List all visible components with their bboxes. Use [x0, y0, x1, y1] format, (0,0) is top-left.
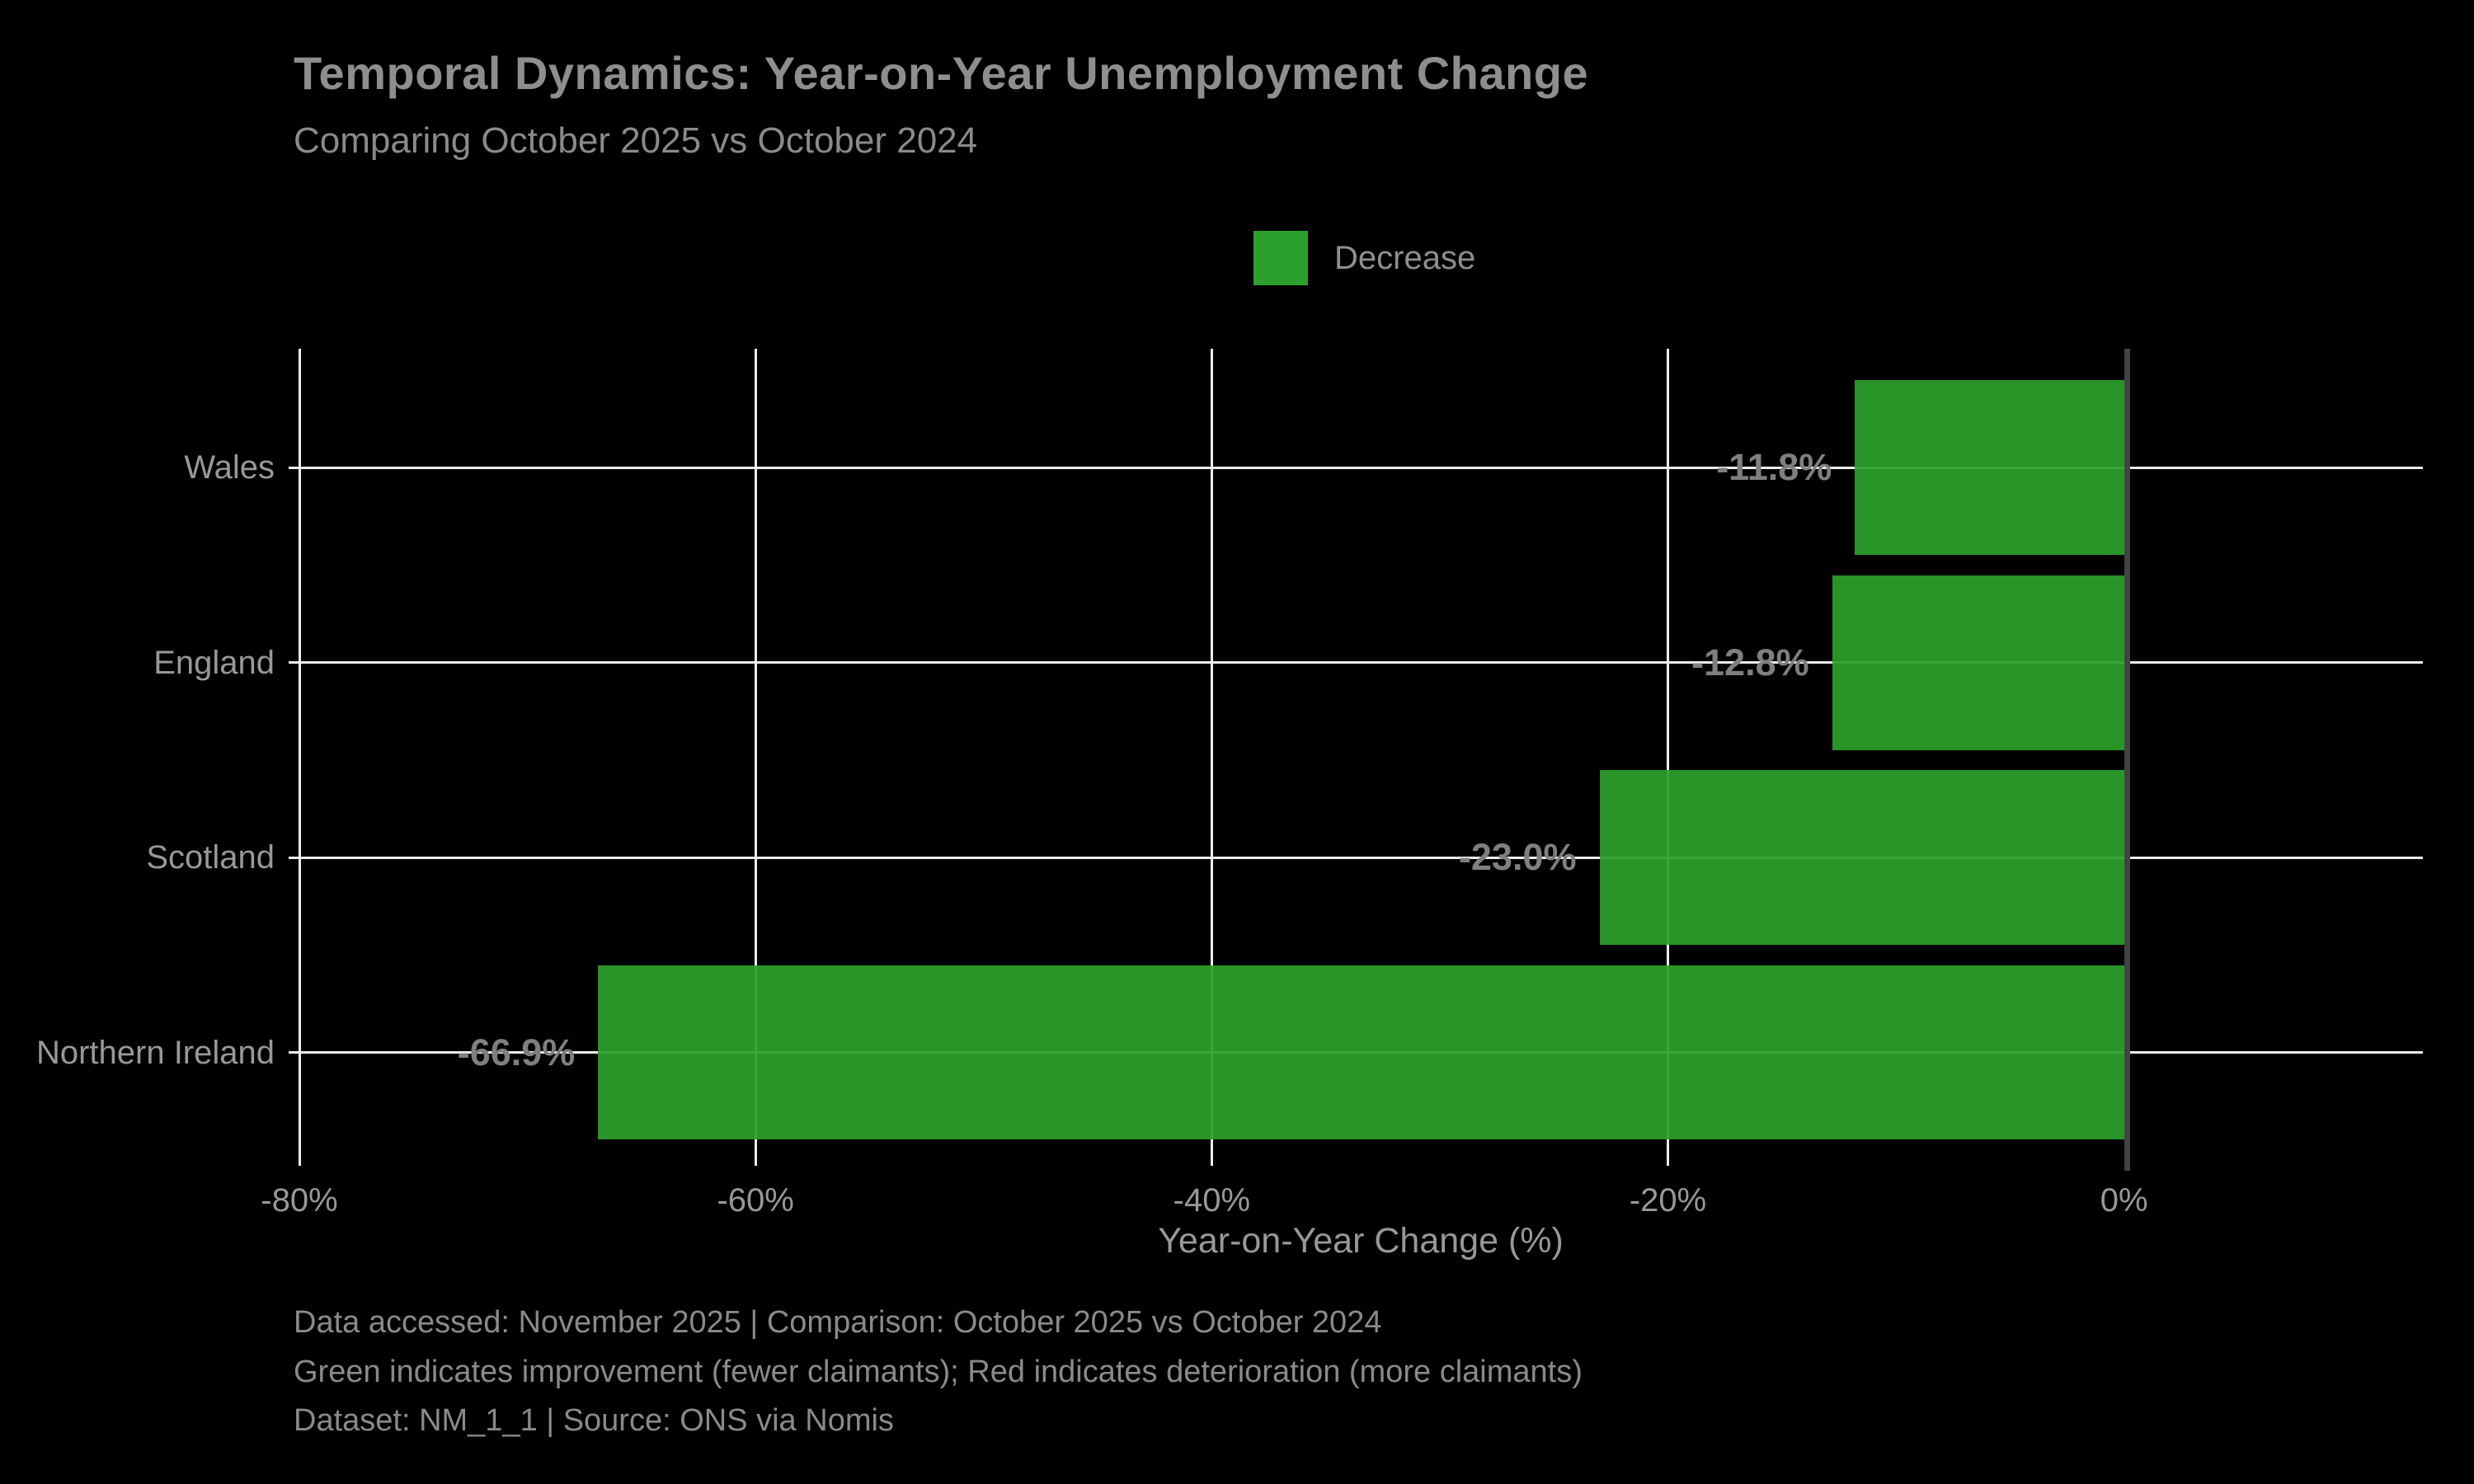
y-tick-northern-ireland	[289, 1051, 299, 1054]
x-tick--80%	[298, 1140, 301, 1166]
bar-northern-ireland	[598, 965, 2124, 1140]
gridline-x--40%	[1210, 349, 1213, 1140]
legend: Decrease	[1253, 231, 1475, 285]
footer-source: Dataset: NM_1_1 | Source: ONS via Nomis	[294, 1403, 894, 1438]
chart-title: Temporal Dynamics: Year-on-Year Unemploy…	[294, 47, 1589, 99]
x-tick-label-0%: 0%	[2100, 1182, 2148, 1219]
value-label-northern-ireland: -66.9%	[457, 1031, 576, 1073]
legend-label-decrease: Decrease	[1334, 239, 1476, 276]
chart-subtitle: Comparing October 2025 vs October 2024	[294, 120, 978, 161]
plot-area: -11.8% -12.8% -23.0% -66.9%	[289, 349, 2423, 1171]
value-label-england: -12.8%	[1691, 641, 1809, 683]
gridline-x--60%	[754, 349, 757, 1140]
gridline-x--20%	[1667, 349, 1669, 1140]
y-tick-label-northern-ireland: Northern Ireland	[35, 1034, 275, 1071]
value-label-wales: -11.8%	[1716, 446, 1832, 489]
y-tick-label-scotland: Scotland	[146, 839, 275, 876]
bar-wales	[1855, 380, 2124, 556]
zero-axis-line	[2124, 349, 2130, 1171]
left-spine	[298, 349, 301, 1140]
x-tick--40%	[1210, 1140, 1213, 1166]
value-label-scotland: -23.0%	[1458, 836, 1577, 879]
footer-data-accessed: Data accessed: November 2025 | Compariso…	[294, 1305, 1382, 1340]
x-tick-label--80%: -80%	[261, 1182, 338, 1219]
x-tick--20%	[1667, 1140, 1669, 1166]
bar-england	[1832, 575, 2124, 750]
bar-scotland	[1599, 770, 2124, 945]
x-tick--60%	[754, 1140, 757, 1166]
legend-swatch-decrease	[1253, 231, 1308, 285]
y-tick-england	[289, 661, 299, 665]
x-axis-title: Year-on-Year Change (%)	[1158, 1221, 1564, 1261]
y-tick-label-wales: Wales	[184, 449, 275, 486]
gridline-y-wales	[299, 466, 2423, 469]
x-tick-label--40%: -40%	[1173, 1182, 1251, 1219]
gridline-y-scotland	[299, 856, 2423, 859]
y-tick-wales	[289, 466, 299, 469]
footer-color-note: Green indicates improvement (fewer claim…	[294, 1355, 1583, 1389]
gridline-y-england	[299, 661, 2423, 665]
y-tick-scotland	[289, 856, 299, 859]
x-tick-label--60%: -60%	[717, 1182, 794, 1219]
x-tick-label--20%: -20%	[1629, 1182, 1707, 1219]
y-tick-label-england: England	[153, 644, 275, 681]
